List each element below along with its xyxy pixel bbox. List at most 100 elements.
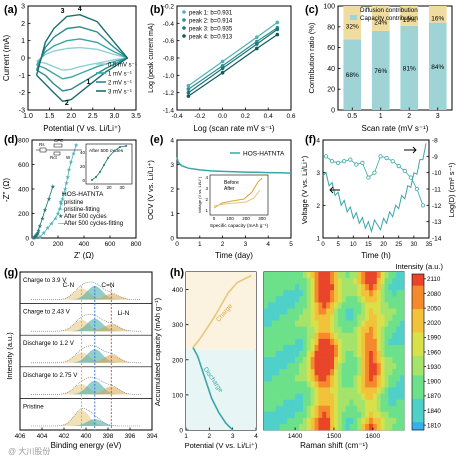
legend-swatch xyxy=(182,10,186,14)
heatmap-cell xyxy=(306,399,311,406)
data-point-star: ★ xyxy=(57,206,62,213)
y-tick-label: 0 xyxy=(25,236,29,243)
heatmap-cell xyxy=(326,338,331,346)
heatmap-cell xyxy=(330,320,335,327)
heatmap-cell xyxy=(345,320,350,327)
x-tick-label: 0 xyxy=(321,242,325,248)
x-tick-label: 25 xyxy=(395,242,402,248)
heatmap-cell xyxy=(365,344,370,352)
heatmap-cell xyxy=(380,375,385,382)
heatmap-cell xyxy=(337,387,343,394)
bar-diffusion xyxy=(428,6,447,23)
heatmap-cell xyxy=(388,417,393,425)
heatmap-cell xyxy=(267,326,273,334)
heatmap-cell xyxy=(400,363,405,370)
heatmap-cell xyxy=(299,399,304,406)
heatmap-cell xyxy=(267,393,273,400)
heatmap-cell xyxy=(287,314,292,321)
heatmap-cell xyxy=(330,302,335,309)
heatmap-cell xyxy=(299,278,304,285)
heatmap-cell xyxy=(380,326,385,334)
inset-y-tick: 20 xyxy=(80,164,86,169)
legend-swatch: ★ xyxy=(58,213,63,220)
legend-title: HOS-HATNTA xyxy=(62,191,104,198)
colorbar-tick-label: 1870 xyxy=(427,393,441,400)
logd-point xyxy=(360,160,365,165)
heatmap-cell xyxy=(314,411,319,419)
heatmap-cell xyxy=(365,405,370,413)
logd-point xyxy=(354,162,359,167)
heatmap-cell xyxy=(357,387,362,394)
heatmap-cell xyxy=(380,405,385,413)
heatmap-cell xyxy=(310,423,315,431)
heatmap-cell xyxy=(291,326,296,334)
heatmap-cell xyxy=(326,387,331,394)
heatmap-cell xyxy=(372,393,378,400)
heatmap-cell xyxy=(369,290,374,297)
heatmap-cell xyxy=(283,314,288,321)
heatmap-cell xyxy=(295,423,300,431)
xps-component xyxy=(42,380,130,395)
heatmap-cell xyxy=(400,278,405,285)
heatmap-cell xyxy=(384,338,389,346)
y-tick-label: 40 xyxy=(327,66,335,73)
circuit-resistor xyxy=(39,147,47,153)
heatmap-cell xyxy=(372,375,378,382)
logd-point xyxy=(323,154,329,159)
heatmap-cell xyxy=(341,278,346,285)
heatmap-cell xyxy=(341,290,346,297)
heatmap-cell xyxy=(337,405,343,413)
x-axis-label-c: Scan rate (mV s⁻¹) xyxy=(362,124,429,133)
heatmap-cell xyxy=(310,381,315,388)
heatmap-cell xyxy=(287,363,292,370)
heatmap-cell xyxy=(322,338,327,346)
heatmap-cell xyxy=(341,284,346,291)
heatmap-cell xyxy=(299,411,304,419)
heatmap-cell xyxy=(275,387,280,394)
heatmap-cell xyxy=(275,296,280,303)
heatmap-cell xyxy=(330,417,335,425)
y-axis-label-f: Voltage (V vs. Li/Li⁺) xyxy=(300,155,309,224)
heatmap-cell xyxy=(376,284,381,291)
heatmap-cell xyxy=(341,314,346,321)
heatmap-cell xyxy=(275,326,280,334)
heatmap-cell xyxy=(299,351,304,358)
heatmap-cell xyxy=(299,369,304,376)
heatmap-cell xyxy=(275,284,280,291)
heatmap-cell xyxy=(291,338,296,346)
heatmap-cell xyxy=(369,272,374,279)
heatmap-cell xyxy=(400,411,405,419)
heatmap-cell xyxy=(275,314,280,321)
heatmap-cell xyxy=(376,302,381,309)
heatmap-cell xyxy=(400,344,405,352)
y-tick-label: 0 xyxy=(179,428,183,435)
heatmap-cell xyxy=(337,314,343,321)
heatmap-cell xyxy=(376,381,381,388)
legend-swatch xyxy=(182,18,186,22)
heatmap-cell xyxy=(267,272,273,279)
heatmap-cell xyxy=(326,284,331,291)
heatmap-cell xyxy=(396,290,401,297)
heatmap-cell xyxy=(396,387,401,394)
heatmap-cell xyxy=(337,351,343,358)
heatmap-cell xyxy=(388,405,393,413)
data-point-star: ★ xyxy=(46,196,51,203)
heatmap-cell xyxy=(299,405,304,413)
bar-capacity xyxy=(400,25,419,110)
heatmap-cell xyxy=(283,344,288,352)
stage-label: Charge to 3.9 V xyxy=(23,277,67,284)
heatmap-cell xyxy=(353,320,358,327)
logd-point xyxy=(372,170,377,175)
heatmap-cell xyxy=(287,351,292,358)
x-tick-label: 396 xyxy=(125,433,136,440)
heatmap-cell xyxy=(396,381,401,388)
heatmap-cell xyxy=(357,411,362,419)
heatmap-cell xyxy=(361,363,366,370)
heatmap-cell xyxy=(275,381,280,388)
colorbar-segment xyxy=(412,289,424,294)
heatmap-cell xyxy=(384,284,389,291)
heatmap-cell xyxy=(283,369,288,376)
heatmap-cell xyxy=(380,393,385,400)
heatmap-cell xyxy=(287,423,292,431)
heatmap-cell xyxy=(361,357,366,364)
